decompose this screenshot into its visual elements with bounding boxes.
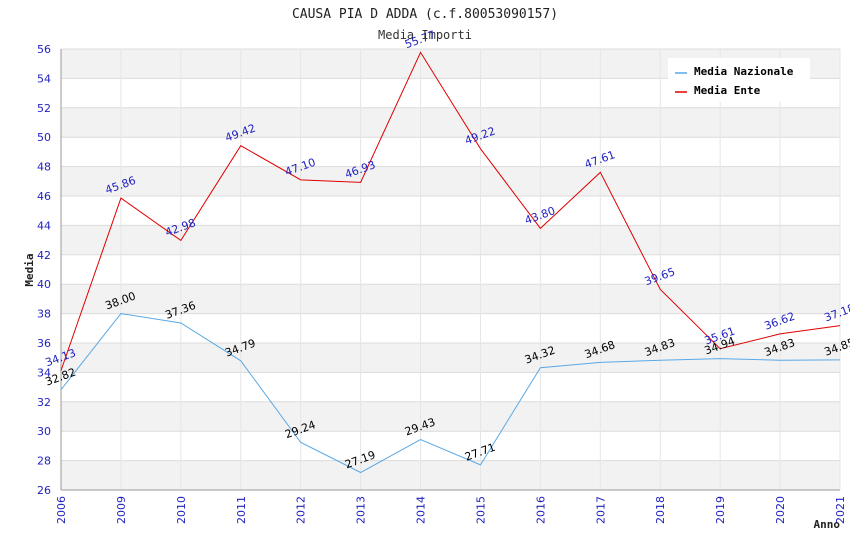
grid-band [61,284,840,314]
legend-label-nazionale: Media Nazionale [694,65,794,78]
series-line-ente [60,51,841,371]
y-tick-label: 52 [37,102,51,115]
x-tick-label: 2011 [235,496,248,524]
grid-band [61,460,840,490]
grid-band [61,107,840,138]
x-tick-labels: 2006 2009 2010 2011 2012 2013 2014 2015 2016 2017… [55,496,847,524]
y-tick-label: 56 [37,43,51,56]
y-tick-label: 28 [37,455,51,468]
x-tick-label: 2017 [594,496,607,524]
y-tick-label: 34 [37,366,51,379]
y-tick-label: 38 [37,308,51,321]
y-tick-label: 30 [37,425,51,438]
series-line-nazionale [60,313,841,474]
x-axis-title: Anno [814,518,841,531]
legend: Media Nazionale Media Ente [668,58,810,102]
y-tick-label: 36 [37,337,51,350]
y-tick-label: 42 [37,249,51,262]
axes [60,49,840,491]
x-tick-label: 2009 [115,496,128,524]
x-tick-label: 2019 [714,496,727,524]
legend-label-ente: Media Ente [694,84,761,97]
chart-title: CAUSA PIA D ADDA (c.f.80053090157) [292,7,558,22]
y-tick-label: 48 [37,161,51,174]
y-tick-label: 40 [37,278,51,291]
series-lines [60,51,841,474]
y-tick-label: 54 [37,72,51,85]
x-tick-label: 2014 [415,496,428,524]
grid-band [61,166,840,196]
x-tick-label: 2021 [834,496,847,524]
grid-band [61,401,840,432]
data-label: 34.85 [823,336,850,359]
x-tick-label: 2013 [355,496,368,524]
x-tick-label: 2016 [534,496,547,524]
y-axis-title: Media [23,253,36,286]
legend-box [668,58,810,102]
x-tick-label: 2006 [55,496,68,524]
y-tick-label: 46 [37,190,51,203]
grid-band [61,225,840,255]
chart-subtitle: Media Importi [378,28,472,42]
x-tick-label: 2015 [474,496,487,524]
y-tick-label: 26 [37,484,51,497]
y-tick-labels: 26 28 30 32 34 36 38 40 42 44 46 48 50 52 54 56 [37,43,51,497]
x-tick-label: 2020 [774,496,787,524]
grid-band [61,343,840,373]
x-tick-label: 2010 [175,496,188,524]
y-tick-label: 32 [37,396,51,409]
y-tick-label: 44 [37,219,51,232]
x-tick-label: 2018 [654,496,667,524]
x-tick-label: 2012 [295,496,308,524]
y-tick-label: 50 [37,131,51,144]
grid-bands [61,49,840,490]
